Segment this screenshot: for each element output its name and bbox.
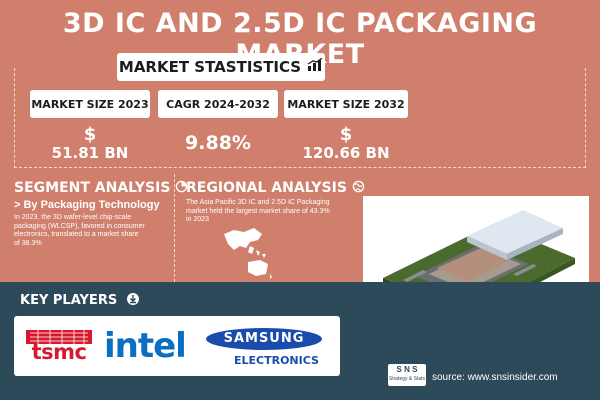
dollar-icon: $ (83, 124, 97, 145)
sns-logo-top: S N S (396, 365, 418, 374)
stat-value-2032: $ 120.66 BN (266, 124, 426, 163)
segment-text-line: electronics, translated to a market shar… (14, 231, 139, 238)
segment-text: In 2023, the 3D wafer-level chip-scale p… (14, 214, 174, 248)
segment-subheading: > By Packaging Technology (14, 199, 160, 211)
key-players-heading: KEY PLAYERS (20, 292, 140, 308)
sns-insider-logo: S N S Strategy & Stats (388, 364, 426, 386)
download-icon (126, 293, 139, 305)
stat-value-2023: $ 51.81 BN (10, 124, 170, 163)
asia-pacific-map-icon (224, 228, 272, 279)
stat-label-market-size-2032: MARKET SIZE 2032 (284, 90, 408, 118)
intel-logo: intel (104, 326, 187, 366)
regional-text-line: market held the largest market share of … (186, 207, 330, 215)
regional-text: The Asia Pacific 3D IC and 2.5D IC Packa… (186, 199, 366, 225)
regional-analysis-heading: REGIONAL ANALYSIS (186, 180, 365, 196)
stat-value-cagr-text: 9.88% (185, 132, 251, 154)
regional-analysis-heading-label: REGIONAL ANALYSIS (186, 180, 347, 196)
market-stats-heading-label: MARKET STASTISTICS (118, 58, 302, 76)
stat-value-2023-text: 51.81 BN (51, 144, 129, 162)
key-players-logos: tsmc intel SAMSUNG ELECTRONICS (14, 316, 340, 376)
segment-text-line: packaging (WLCSP), favored in consumer (14, 222, 145, 230)
sns-logo-bottom: Strategy & Stats (388, 376, 426, 382)
stats-frame (14, 68, 586, 168)
market-stats-heading: MARKET STASTISTICS (117, 53, 325, 81)
segment-analysis-heading-label: SEGMENT ANALYSIS (14, 180, 171, 196)
segment-text-line: of 38.3% (14, 239, 42, 247)
dollar-icon: $ (339, 124, 353, 145)
samsung-logo: SAMSUNG ELECTRONICS (200, 327, 330, 371)
samsung-logo-text: SAMSUNG (223, 331, 305, 346)
stat-value-2032-text: 120.66 BN (302, 144, 390, 162)
key-players-heading-label: KEY PLAYERS (20, 293, 118, 308)
stat-value-cagr: 9.88% (138, 132, 298, 154)
samsung-electronics-text: ELECTRONICS (234, 354, 319, 367)
source-text: source: www.snsinsider.com (432, 372, 558, 383)
regional-text-line: in 2023 (186, 216, 209, 223)
globe-icon (352, 180, 365, 193)
stat-label-cagr: CAGR 2024-2032 (158, 90, 278, 118)
segment-analysis-heading: SEGMENT ANALYSIS (14, 180, 188, 196)
segment-text-line: In 2023, the 3D wafer-level chip-scale (14, 214, 132, 221)
tsmc-logo-text: tsmc (31, 340, 87, 364)
chart-icon (307, 57, 323, 76)
section-divider (174, 174, 175, 282)
pie-chart-icon (176, 180, 188, 193)
tsmc-logo: tsmc (26, 330, 92, 364)
stat-label-market-size-2023: MARKET SIZE 2023 (30, 90, 150, 118)
regional-text-line: The Asia Pacific 3D IC and 2.5D IC Packa… (186, 199, 330, 206)
